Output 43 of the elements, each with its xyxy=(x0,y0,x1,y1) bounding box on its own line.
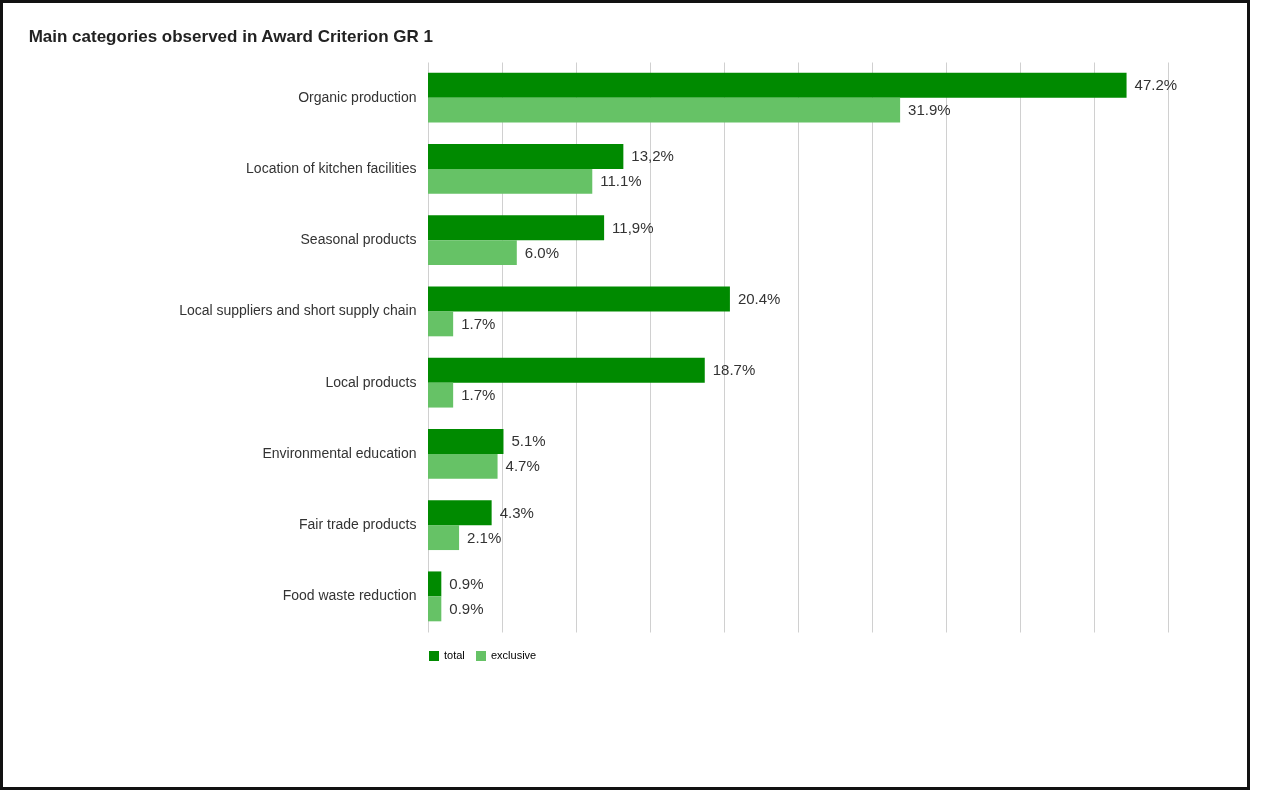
bar xyxy=(428,286,730,312)
bar xyxy=(428,525,460,551)
bar xyxy=(428,428,504,454)
y-tick-label: Seasonal products xyxy=(300,231,417,248)
bar xyxy=(428,571,442,597)
data-label: 4.7% xyxy=(505,457,540,475)
data-label: 18.7% xyxy=(712,361,756,379)
data-label: 0.9% xyxy=(449,574,484,592)
bar xyxy=(428,143,624,169)
data-label: 11,9% xyxy=(612,218,654,236)
bar xyxy=(428,97,901,123)
data-label: 20.4% xyxy=(737,289,781,307)
legend-label: exclusive xyxy=(491,649,537,661)
bar xyxy=(428,72,1127,98)
data-label: 2.1% xyxy=(467,528,502,546)
legend-label: total xyxy=(444,649,465,661)
y-tick-label: Local suppliers and short supply chain xyxy=(179,302,417,319)
y-tick-label: Organic production xyxy=(298,88,417,105)
y-tick-label: Location of kitchen facilities xyxy=(246,159,417,176)
text: Main categories observed in Award Criterion GR 1 xyxy=(28,27,433,46)
data-label: 13,2% xyxy=(631,147,674,165)
bar xyxy=(428,215,605,241)
data-label: 5.1% xyxy=(511,432,546,450)
data-label: 11.1% xyxy=(600,172,642,190)
bar xyxy=(428,500,492,526)
data-label: 47.2% xyxy=(1134,76,1178,94)
data-label: 0.9% xyxy=(449,599,484,617)
data-label: 31.9% xyxy=(908,101,951,119)
data-label: 1.7% xyxy=(461,314,496,332)
data-label: 6.0% xyxy=(524,243,559,261)
y-tick-label: Environmental education xyxy=(262,444,417,461)
bar xyxy=(428,357,705,383)
y-tick-label: Local products xyxy=(325,373,417,390)
data-label: 1.7% xyxy=(461,386,496,404)
y-tick-label: Food waste reduction xyxy=(282,587,417,604)
data-label: 4.3% xyxy=(499,503,534,521)
bar xyxy=(428,382,454,408)
bar xyxy=(428,168,593,194)
bar xyxy=(428,311,454,337)
y-tick-label: Fair trade products xyxy=(299,516,417,533)
bar xyxy=(428,240,517,266)
bar xyxy=(428,596,442,622)
bar xyxy=(428,453,498,479)
